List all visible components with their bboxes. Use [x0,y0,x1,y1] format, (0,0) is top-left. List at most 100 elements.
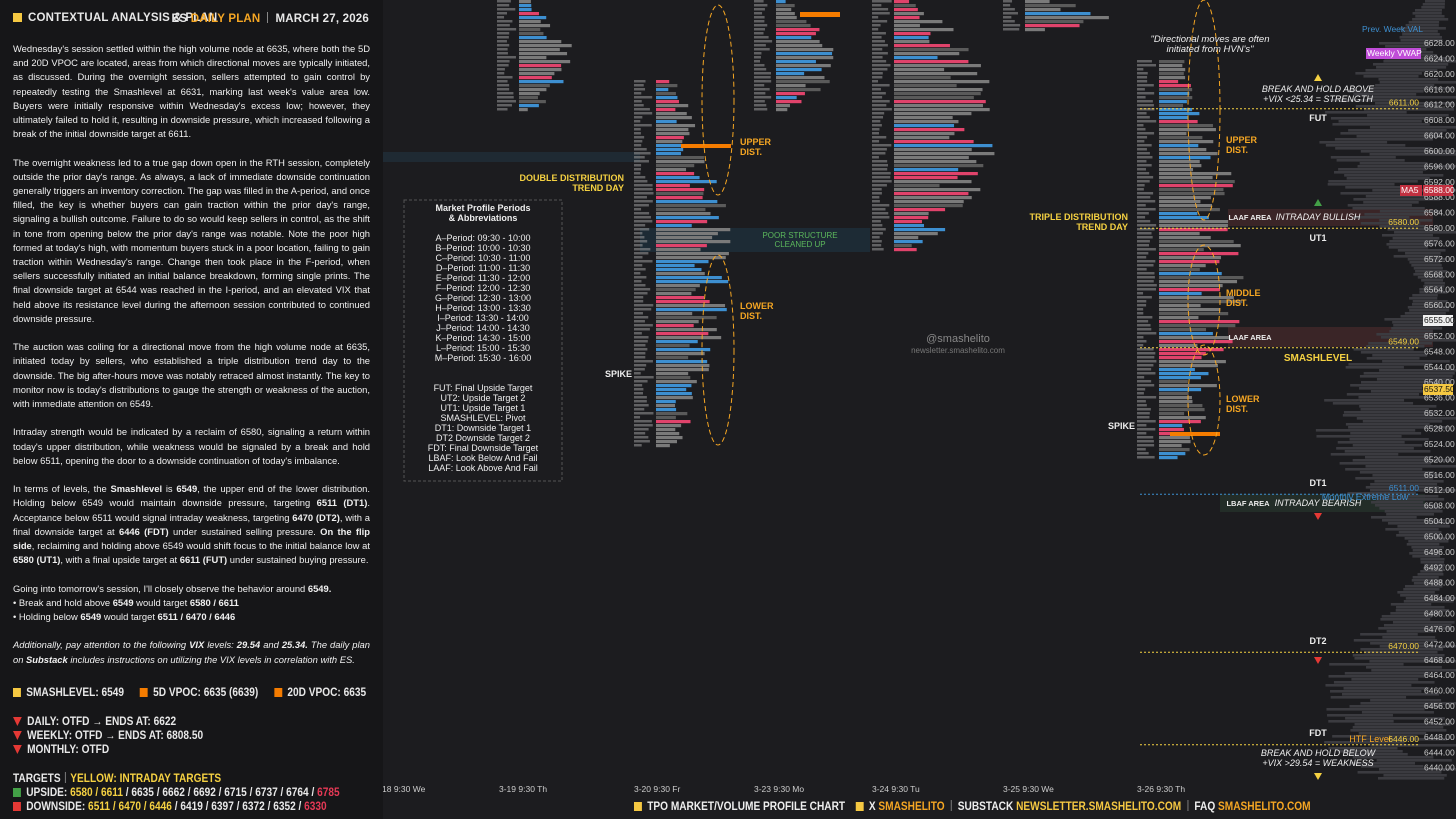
plan-header: ES DAILY PLAN MARCH 27, 2026 [172,12,369,25]
letter-column [1003,24,1021,27]
volume-bar [1357,771,1442,774]
tag-bg [1366,48,1421,59]
footer-handle[interactable]: SMASHELITO [878,801,945,813]
profile-bar [776,84,806,88]
price-label: 6600.00 [1424,146,1455,156]
letter-column [1137,340,1147,343]
date-label: 3-20 9:30 Fr [634,784,680,794]
price-label: 6580.00 [1424,223,1455,233]
profile-bar [776,76,825,80]
volume-bar [1354,723,1451,726]
profile-bar [656,180,717,184]
letter-column [634,320,645,323]
volume-bar [1327,714,1393,717]
profile-bar [1159,304,1201,308]
letter-column [1003,8,1015,11]
profile-bar [656,248,701,252]
volume-bar [1319,141,1388,144]
volume-bar [1388,246,1429,249]
volume-bar [1355,72,1422,75]
vpoc20: 20D VPOC: 6635 [287,687,367,699]
letter-column [497,36,509,39]
volume-bar [1419,291,1448,294]
letter-column [1137,400,1146,403]
volume-bar [1352,756,1434,759]
bold-text: On the flip side [13,525,370,552]
volume-bar [1336,447,1414,450]
annotation: DIST. [1226,298,1248,308]
volume-bar [1353,93,1417,96]
profile-bar [1159,316,1199,320]
letter-column [872,196,880,199]
legend-item: DT2 Downside Target 2 [436,433,530,443]
volume-bar [1328,180,1418,183]
volume-bar [1390,612,1442,615]
letter-column [1137,112,1147,115]
footer-site[interactable]: SMASHELITO.COM [1218,801,1311,813]
letter-column [1137,200,1156,203]
letter-column [497,56,516,59]
profile-bar [656,408,677,412]
price-tag: MA5 [1401,185,1419,195]
volume-bar [1336,159,1405,162]
volume-bar [1384,318,1434,321]
letter-column [634,360,653,363]
profile-bar [1159,236,1211,240]
legend-item: L–Period: 15:00 - 15:30 [436,343,530,353]
letter-column [1137,284,1157,287]
profile-bar [656,384,692,388]
letter-column [634,412,654,415]
letter-column [1137,376,1145,379]
profile-bar [656,400,676,404]
volume-bar [1398,531,1442,534]
profile-bar [1159,400,1193,404]
profile-bar [894,244,912,248]
letter-column [1137,220,1151,223]
symbol: ES [171,13,188,25]
profile-bar [519,84,550,88]
letter-column [1137,60,1152,63]
price-label: 6496.00 [1424,547,1455,557]
profile-bar [894,156,969,160]
volume-bar [1402,33,1440,36]
distribution-outline [1187,244,1221,356]
profile-bar [1159,264,1206,268]
letter-column [497,12,507,15]
volume-bar [1381,615,1432,618]
profile-bar [1159,96,1193,100]
letter-column [1137,308,1144,311]
price-label: 6568.00 [1424,269,1455,279]
volume-bar [1369,660,1456,663]
volume-bar [1330,690,1422,693]
annotation: UPPER [740,137,772,147]
letter-column [634,388,644,391]
volume-bar [1345,186,1414,189]
letter-column [634,148,647,151]
letter-column [1137,144,1152,147]
letter-column [872,244,882,247]
letter-column [497,64,509,67]
annotation: FUT [1309,113,1327,123]
profile-bar [776,72,805,76]
volume-bar [1408,540,1449,543]
letter-column [1137,72,1148,75]
profile-bar [1159,180,1235,184]
profile-bar [1159,144,1199,148]
letter-column [754,28,766,31]
profile-bar [894,196,972,200]
volume-bar [1364,456,1432,459]
level-label: 6611.00 [1389,98,1419,108]
letter-column [872,104,887,107]
letter-column [872,28,879,31]
volume-bar [1347,492,1416,495]
volume-bar [1346,393,1420,396]
profile-bar [1159,424,1183,428]
footer-newsletter[interactable]: NEWSLETTER.SMASHELITO.COM [1016,801,1182,813]
volume-bar [1328,675,1426,678]
price-label: 6460.00 [1424,686,1455,696]
profile-bar [519,24,551,28]
profile-bar [776,60,816,64]
volume-bar [1353,216,1410,219]
letter-column [872,168,888,171]
letter-column [634,280,642,283]
